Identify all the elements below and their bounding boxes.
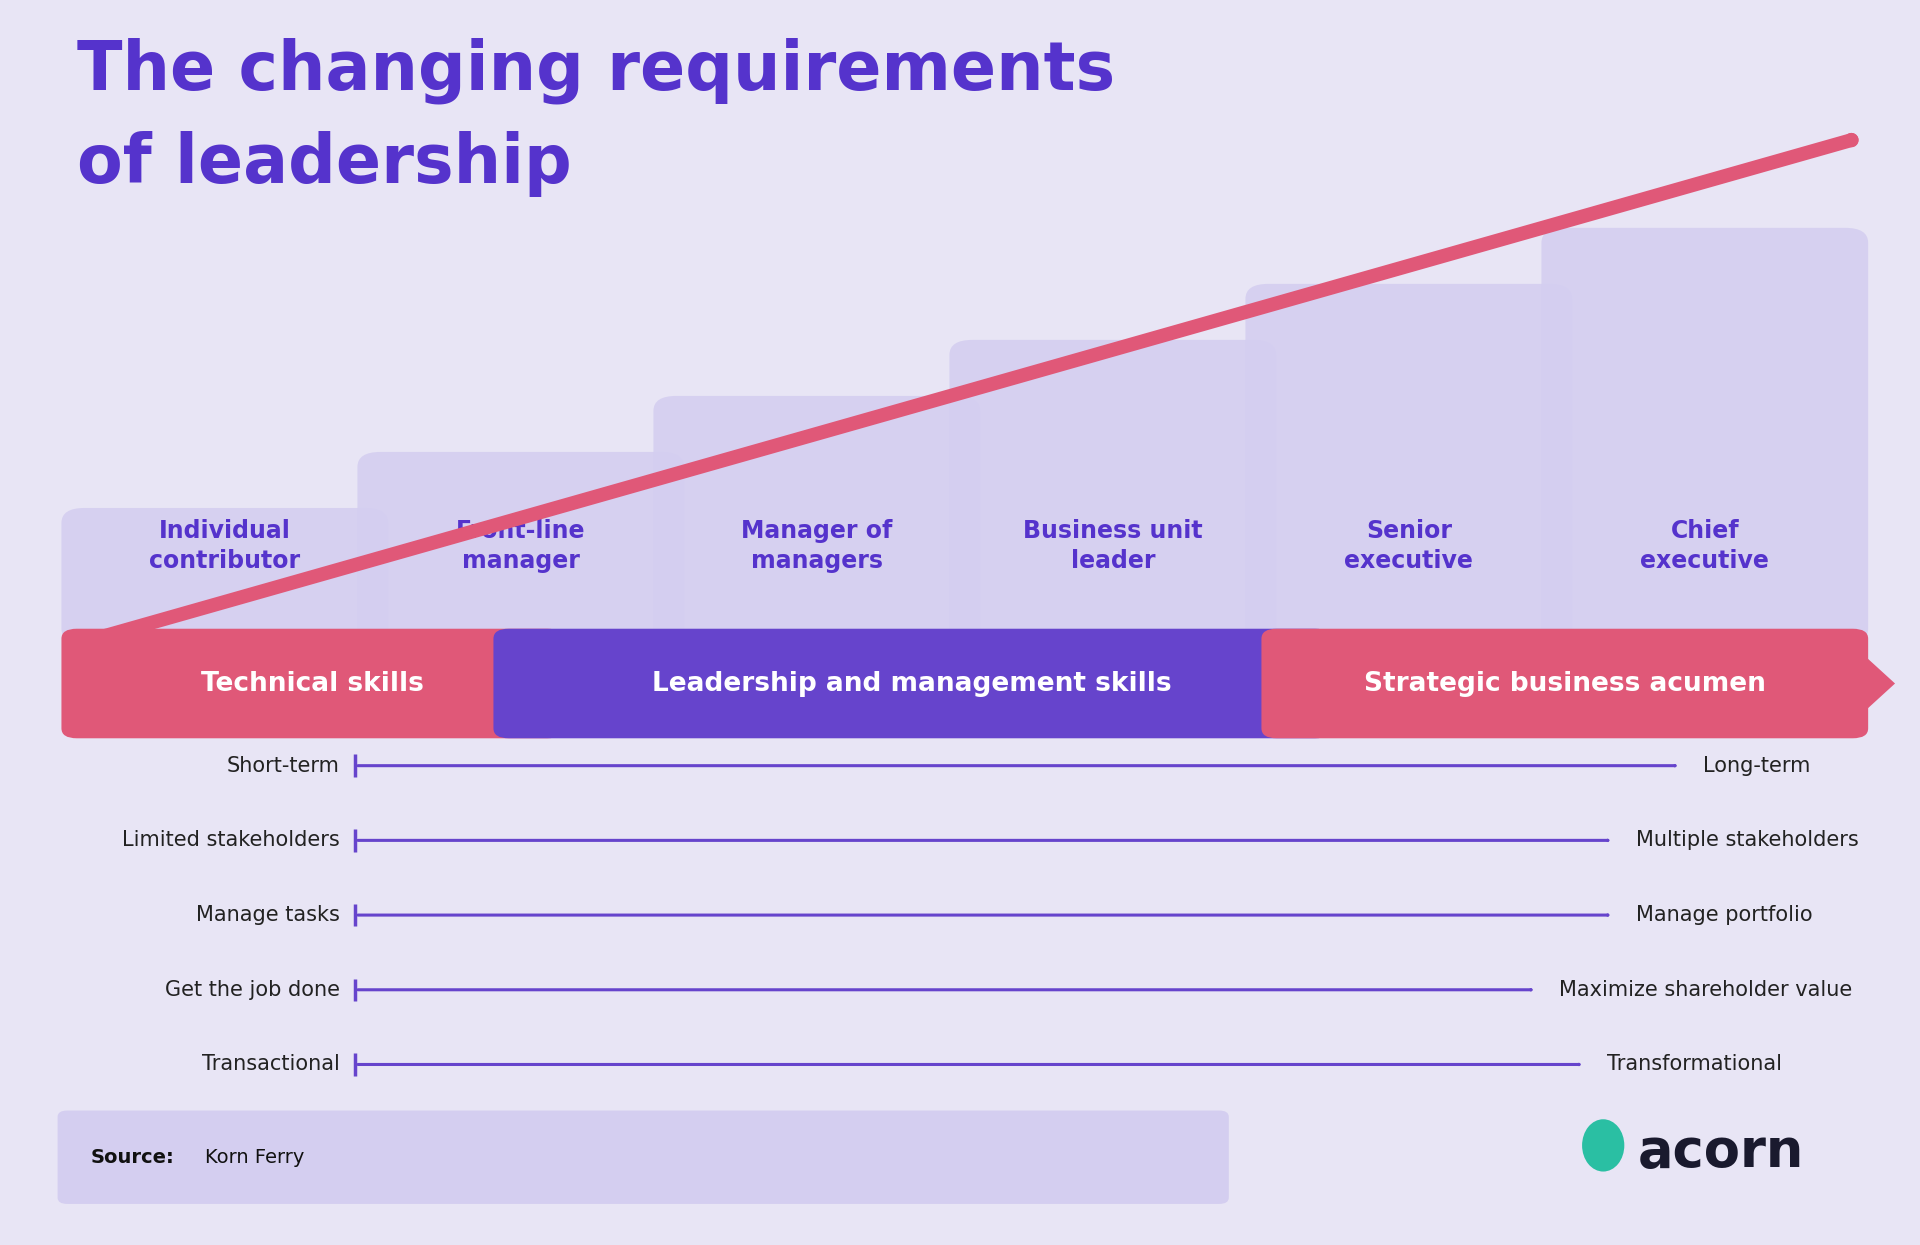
Text: Long-term: Long-term bbox=[1703, 756, 1811, 776]
FancyBboxPatch shape bbox=[1246, 284, 1572, 644]
Text: Strategic business acumen: Strategic business acumen bbox=[1363, 671, 1766, 696]
FancyBboxPatch shape bbox=[948, 340, 1277, 644]
Text: Maximize shareholder value: Maximize shareholder value bbox=[1559, 980, 1853, 1000]
Text: of leadership: of leadership bbox=[77, 131, 572, 197]
Text: Senior
executive: Senior executive bbox=[1344, 519, 1473, 573]
Text: Limited stakeholders: Limited stakeholders bbox=[123, 830, 340, 850]
Text: Manage portfolio: Manage portfolio bbox=[1636, 905, 1812, 925]
Polygon shape bbox=[1843, 636, 1895, 731]
Text: Technical skills: Technical skills bbox=[200, 671, 424, 696]
FancyBboxPatch shape bbox=[58, 1111, 1229, 1204]
Text: Front-line
manager: Front-line manager bbox=[457, 519, 586, 573]
Text: acorn: acorn bbox=[1638, 1125, 1805, 1178]
Text: Leadership and management skills: Leadership and management skills bbox=[653, 671, 1171, 696]
Text: The changing requirements: The changing requirements bbox=[77, 37, 1116, 103]
Text: Transformational: Transformational bbox=[1607, 1055, 1782, 1074]
FancyBboxPatch shape bbox=[653, 396, 979, 644]
FancyBboxPatch shape bbox=[493, 629, 1331, 738]
Ellipse shape bbox=[1582, 1119, 1624, 1172]
Polygon shape bbox=[538, 636, 589, 731]
Text: Short-term: Short-term bbox=[227, 756, 340, 776]
Text: Manage tasks: Manage tasks bbox=[196, 905, 340, 925]
Text: Transactional: Transactional bbox=[202, 1055, 340, 1074]
Polygon shape bbox=[1306, 636, 1357, 731]
Text: Business unit
leader: Business unit leader bbox=[1023, 519, 1202, 573]
Text: Chief
executive: Chief executive bbox=[1640, 519, 1768, 573]
Text: Multiple stakeholders: Multiple stakeholders bbox=[1636, 830, 1859, 850]
Text: Manager of
managers: Manager of managers bbox=[741, 519, 893, 573]
FancyBboxPatch shape bbox=[1542, 228, 1868, 644]
FancyBboxPatch shape bbox=[61, 508, 388, 644]
FancyBboxPatch shape bbox=[61, 629, 563, 738]
Text: Get the job done: Get the job done bbox=[165, 980, 340, 1000]
Text: Source:: Source: bbox=[90, 1148, 175, 1167]
FancyBboxPatch shape bbox=[1261, 629, 1868, 738]
FancyBboxPatch shape bbox=[357, 452, 684, 644]
Text: Individual
contributor: Individual contributor bbox=[150, 519, 300, 573]
Text: Korn Ferry: Korn Ferry bbox=[205, 1148, 305, 1167]
